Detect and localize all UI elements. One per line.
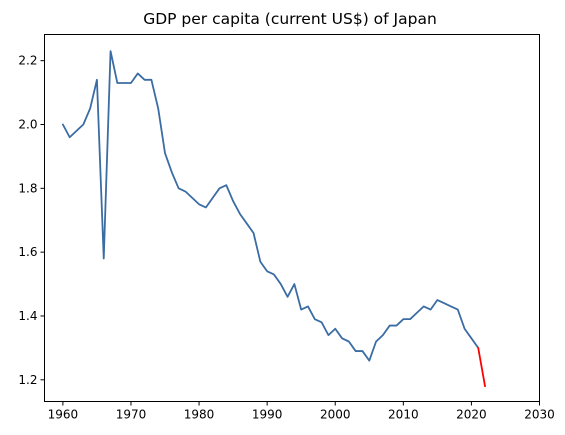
series-line-1 bbox=[61, 50, 480, 362]
y-tick-label: 1.8 bbox=[18, 181, 37, 195]
x-tick-label: 1980 bbox=[184, 408, 215, 422]
x-tick-label: 1990 bbox=[252, 408, 283, 422]
y-tick-label: 2.2 bbox=[18, 54, 37, 68]
series-line-2 bbox=[477, 346, 486, 388]
x-tick-label: 1960 bbox=[48, 408, 79, 422]
x-tick-label: 1970 bbox=[116, 408, 147, 422]
x-tick-label: 2000 bbox=[320, 408, 351, 422]
series-layer bbox=[61, 50, 486, 388]
x-tick-label: 2020 bbox=[456, 408, 487, 422]
x-axis: 1960 1970 1980 1990 2000 2010 2020 2030 bbox=[48, 401, 555, 422]
y-tick-label: 2.0 bbox=[18, 117, 37, 131]
x-tick-label: 2010 bbox=[388, 408, 419, 422]
y-tick-label: 1.4 bbox=[18, 309, 37, 323]
x-tick-label: 2030 bbox=[524, 408, 555, 422]
plot-frame bbox=[44, 34, 540, 402]
y-axis: 1.2 1.4 1.6 1.8 2.0 2.2 bbox=[18, 54, 45, 387]
y-tick-label: 1.6 bbox=[18, 245, 37, 259]
y-tick-label: 1.2 bbox=[18, 373, 37, 387]
chart-title: GDP per capita (current US$) of Japan bbox=[143, 10, 437, 28]
